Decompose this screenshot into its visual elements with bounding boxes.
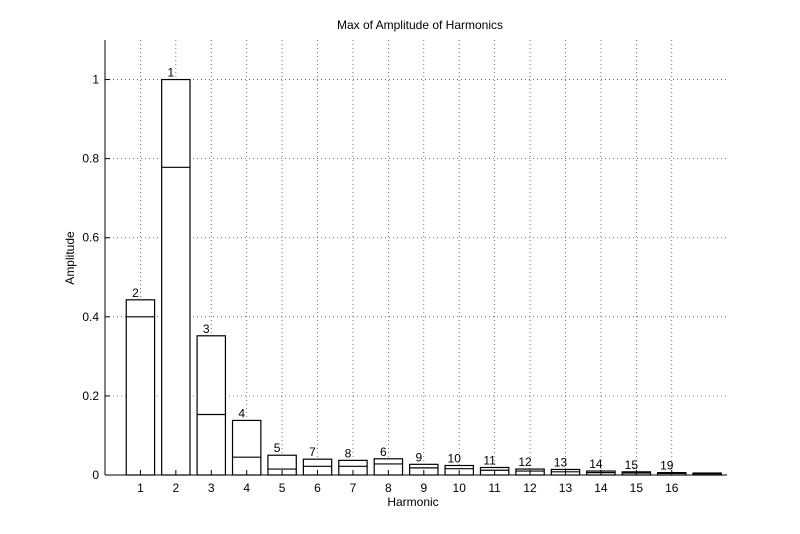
x-tick-label: 16	[665, 481, 679, 495]
bar-label: 8	[345, 446, 352, 460]
y-tick-label: 0.8	[82, 152, 99, 166]
bar-label: 4	[238, 406, 245, 420]
x-tick-label: 9	[420, 481, 427, 495]
bar-label: 2	[132, 286, 139, 300]
bar	[125, 299, 156, 476]
axes-group: 00.20.40.60.811 2 3 4 5 6 7 8 9 10 11 12 13 14 15 16	[82, 40, 727, 495]
x-tick-label: 6	[314, 481, 321, 495]
bar-label: 13	[554, 455, 568, 469]
bar-label: 7	[309, 445, 316, 459]
bar-label: 6	[380, 445, 387, 459]
y-tick-label: 0.4	[82, 310, 99, 324]
y-tick-label: 0.2	[82, 389, 99, 403]
chart-title: Max of Amplitude of Harmonics	[337, 18, 503, 32]
bar	[196, 335, 227, 476]
grid-lines	[105, 40, 727, 476]
bar-label: 10	[448, 452, 462, 466]
x-tick-label: 7	[350, 481, 357, 495]
x-tick-label: 4	[243, 481, 250, 495]
bar-label: 3	[203, 322, 210, 336]
y-tick-label: 0	[92, 468, 99, 482]
x-tick-label: 11	[488, 481, 501, 495]
bar-label: 14	[589, 457, 603, 471]
x-tick-label: 12	[523, 481, 537, 495]
x-tick-label: 10	[453, 481, 467, 495]
bar	[161, 78, 191, 476]
x-tick-label: 13	[559, 481, 573, 495]
bar-label: 9	[415, 450, 422, 464]
bar-label: 11	[483, 453, 496, 467]
x-tick-label: 3	[208, 481, 215, 495]
y-tick-label: 0.6	[82, 231, 99, 245]
x-tick-label: 8	[385, 481, 392, 495]
bar-label: 12	[518, 455, 532, 469]
x-tick-label: 5	[279, 481, 286, 495]
x-tick-label: 14	[594, 481, 608, 495]
bar-label: 5	[274, 441, 281, 455]
bar-label: 1	[167, 66, 174, 80]
x-tick-label: 1	[137, 481, 144, 495]
y-axis-label: Amplitude	[63, 231, 77, 285]
bar-label: 15	[625, 458, 639, 472]
x-axis-label: Harmonic	[387, 495, 438, 509]
x-tick-label: 15	[630, 481, 644, 495]
bar	[231, 419, 262, 476]
bar-label: 19	[660, 459, 674, 473]
x-tick-label: 2	[172, 481, 179, 495]
y-tick-label: 1	[92, 73, 99, 87]
